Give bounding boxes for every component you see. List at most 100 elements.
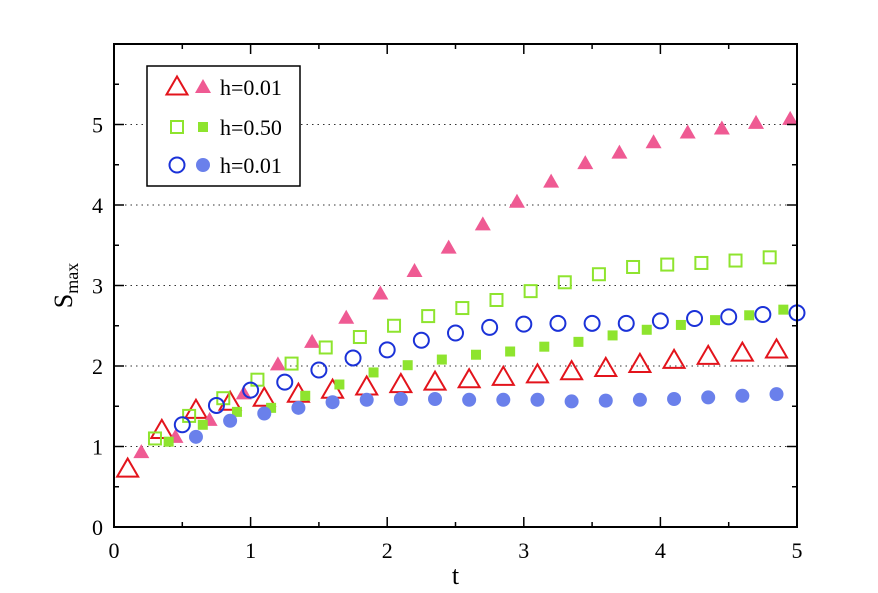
data-point xyxy=(607,330,618,341)
legend-marker-open xyxy=(168,156,186,174)
data-point xyxy=(694,255,709,270)
data-point xyxy=(748,114,765,129)
y-axis-label-main: S xyxy=(49,294,78,308)
x-tick-label: 4 xyxy=(655,538,666,563)
data-point xyxy=(344,349,362,367)
data-point xyxy=(231,406,242,417)
data-point xyxy=(577,155,594,170)
data-point xyxy=(593,355,618,377)
data-point xyxy=(269,356,286,371)
data-point xyxy=(481,318,499,336)
data-point xyxy=(462,392,477,407)
data-point xyxy=(769,387,784,402)
data-point xyxy=(284,356,299,371)
data-point xyxy=(393,392,408,407)
axis-ticks xyxy=(113,43,798,528)
data-point xyxy=(713,120,730,135)
data-point xyxy=(660,257,675,272)
data-point xyxy=(387,318,402,333)
data-point xyxy=(334,379,345,390)
y-tick-label: 5 xyxy=(92,113,103,138)
grid-lines xyxy=(114,124,797,447)
data-point xyxy=(421,309,436,324)
data-point xyxy=(598,393,613,408)
data-point xyxy=(440,239,457,254)
legend-label: h=0.01 xyxy=(220,75,282,100)
data-point xyxy=(782,110,799,125)
x-tick-label: 1 xyxy=(245,538,256,563)
data-point xyxy=(252,385,277,407)
data-point xyxy=(530,392,545,407)
legend-entry-3: h=0.01 xyxy=(168,153,282,178)
data-point xyxy=(523,284,538,299)
data-point xyxy=(559,359,584,381)
data-point xyxy=(710,315,721,326)
data-point xyxy=(515,315,533,333)
data-point xyxy=(257,406,272,421)
data-point xyxy=(701,390,716,405)
data-point xyxy=(549,314,567,332)
legend-entry-2: h=0.50 xyxy=(170,115,282,140)
x-tick-label: 3 xyxy=(518,538,529,563)
legend-marker-filled xyxy=(196,158,210,172)
data-point xyxy=(325,395,340,410)
data-point xyxy=(422,369,448,391)
data-point xyxy=(573,336,584,347)
data-point xyxy=(474,216,491,231)
legend-label: h=0.50 xyxy=(220,115,282,140)
data-markers xyxy=(115,110,806,478)
data-point xyxy=(679,124,696,139)
x-axis-label-text: t xyxy=(452,561,460,590)
data-point xyxy=(611,144,628,159)
y-tick-label: 0 xyxy=(92,515,103,540)
data-point xyxy=(762,250,777,265)
data-point xyxy=(651,312,669,330)
data-point xyxy=(470,349,481,360)
data-point xyxy=(242,381,260,399)
data-point xyxy=(632,392,647,407)
tick-labels: 0 1 2 3 4 5 0 1 2 3 4 5 xyxy=(92,113,803,564)
data-point xyxy=(496,392,511,407)
data-point xyxy=(217,389,243,411)
y-tick-label: 4 xyxy=(92,193,103,218)
data-point xyxy=(591,267,606,282)
data-point xyxy=(645,134,662,149)
y-tick-label: 1 xyxy=(92,435,103,460)
data-point xyxy=(543,173,560,188)
data-point xyxy=(661,347,687,369)
data-point xyxy=(402,360,413,371)
data-point xyxy=(173,416,191,434)
data-point xyxy=(359,392,374,407)
data-point xyxy=(291,400,306,415)
y-axis-label: Smax xyxy=(49,263,82,308)
data-point xyxy=(686,310,704,328)
legend-marker-open xyxy=(170,120,184,134)
data-point xyxy=(163,436,174,447)
data-point xyxy=(388,372,414,394)
data-point xyxy=(667,392,682,407)
data-point xyxy=(728,253,743,268)
x-tick-label: 0 xyxy=(109,538,120,563)
data-point xyxy=(491,364,516,386)
data-point xyxy=(300,390,311,401)
x-axis-label: t xyxy=(452,561,460,590)
data-point xyxy=(207,396,225,414)
data-point xyxy=(310,361,328,379)
data-point xyxy=(754,305,772,323)
legend-marker-open xyxy=(164,74,190,96)
data-point xyxy=(223,413,238,428)
data-point xyxy=(428,392,443,407)
data-point xyxy=(627,351,653,373)
data-point xyxy=(354,374,379,396)
data-point xyxy=(406,263,423,278)
legend: h=0.01 h=0.50 h=0.01 xyxy=(146,65,301,187)
data-point xyxy=(539,341,550,352)
series-6 xyxy=(188,387,784,444)
data-point xyxy=(276,373,294,391)
data-point xyxy=(505,346,516,357)
data-point xyxy=(412,331,430,349)
data-point xyxy=(744,310,755,321)
legend-marker-filled xyxy=(195,79,211,93)
data-point xyxy=(318,340,333,355)
